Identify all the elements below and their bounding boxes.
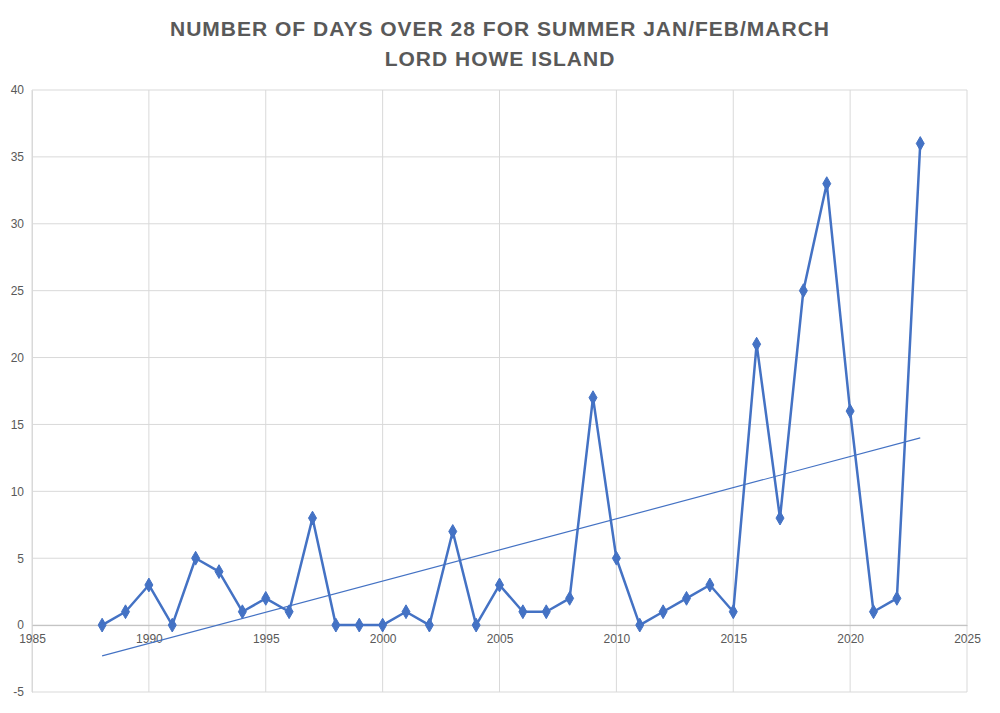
grid <box>32 90 967 692</box>
data-point <box>98 618 106 632</box>
y-tick: 15 <box>11 418 32 432</box>
data-point <box>799 284 807 298</box>
x-tick-label: 2010 <box>604 632 631 646</box>
trend-line <box>102 438 920 656</box>
data-point <box>916 137 924 151</box>
y-tick-label: 30 <box>11 217 25 231</box>
x-tick-label: 2020 <box>837 632 864 646</box>
data-point <box>870 605 878 619</box>
x-tick: 1995 <box>253 625 280 646</box>
data-point <box>472 618 480 632</box>
data-point <box>519 605 527 619</box>
y-tick-label: -5 <box>13 685 24 699</box>
data-point <box>706 578 714 592</box>
x-tick: 1985 <box>19 625 46 646</box>
data-point <box>402 605 410 619</box>
y-tick: 10 <box>11 485 32 499</box>
y-axis-line <box>32 91 33 693</box>
y-tick-label: 10 <box>11 485 25 499</box>
y-tick: 40 <box>11 83 32 97</box>
y-tick: 35 <box>11 150 32 164</box>
x-tick: 2020 <box>837 625 864 646</box>
x-grid-line <box>499 90 500 692</box>
x-grid-line <box>148 90 149 692</box>
y-tick-label: 5 <box>17 552 24 566</box>
x-tick: 2005 <box>487 625 514 646</box>
data-point <box>823 177 831 191</box>
data-point <box>449 525 457 539</box>
x-grid-line <box>382 90 383 692</box>
data-point <box>145 578 153 592</box>
data-point <box>215 565 223 579</box>
x-tick-label: 1995 <box>253 632 280 646</box>
data-point <box>332 618 340 632</box>
data-point <box>683 591 691 605</box>
data-point <box>753 337 761 351</box>
data-point <box>729 605 737 619</box>
y-axis: -5 0 5 10 15 20 25 30 35 40 <box>11 83 33 699</box>
y-tick: 20 <box>11 351 32 365</box>
title: NUMBER OF DAYS OVER 28 FOR SUMMER JAN/FE… <box>170 17 830 40</box>
x-tick-label: 2015 <box>720 632 747 646</box>
y-tick: 0 <box>17 618 32 632</box>
x-tick: 2025 <box>954 625 981 646</box>
data-point <box>636 618 644 632</box>
y-tick: -5 <box>13 685 32 699</box>
x-tick-label: 2000 <box>370 632 397 646</box>
data-point <box>168 618 176 632</box>
data-point <box>612 551 620 565</box>
x-tick: 1990 <box>136 625 163 646</box>
data-point <box>355 618 363 632</box>
data-point <box>566 591 574 605</box>
plot-area <box>98 137 924 656</box>
x-grid-line <box>32 90 33 692</box>
data-point <box>379 618 387 632</box>
y-tick: 5 <box>17 552 32 566</box>
data-point <box>238 605 246 619</box>
data-point <box>122 605 130 619</box>
y-tick: 30 <box>11 217 32 231</box>
data-point <box>776 511 784 525</box>
x-axis: 1985 1990 1995 2000 2005 2010 2015 2020 2025 <box>19 625 981 646</box>
data-point <box>425 618 433 632</box>
data-point <box>262 591 270 605</box>
data-line <box>102 144 920 626</box>
y-tick-label: 15 <box>11 418 25 432</box>
x-tick-label: 2005 <box>487 632 514 646</box>
y-tick-label: 25 <box>11 284 25 298</box>
data-point <box>496 578 504 592</box>
x-tick: 2010 <box>604 625 631 646</box>
data-point <box>893 591 901 605</box>
x-tick-label: 1985 <box>19 632 46 646</box>
x-tick: 2015 <box>720 625 747 646</box>
x-grid-line <box>967 90 968 692</box>
data-point <box>846 404 854 418</box>
chart: NUMBER OF DAYS OVER 28 FOR SUMMER JAN/FE… <box>0 0 1000 713</box>
y-tick-label: 0 <box>17 618 24 632</box>
data-point <box>192 551 200 565</box>
x-grid-line <box>616 90 617 692</box>
data-point <box>589 391 597 405</box>
y-tick-label: 40 <box>11 83 25 97</box>
y-tick-label: 20 <box>11 351 25 365</box>
y-tick: 25 <box>11 284 32 298</box>
data-point <box>309 511 317 525</box>
x-tick-label: 2025 <box>954 632 981 646</box>
subtitle: LORD HOWE ISLAND <box>385 47 616 70</box>
x-grid-line <box>850 90 851 692</box>
data-point <box>659 605 667 619</box>
data-point <box>542 605 550 619</box>
y-tick-label: 35 <box>11 150 25 164</box>
